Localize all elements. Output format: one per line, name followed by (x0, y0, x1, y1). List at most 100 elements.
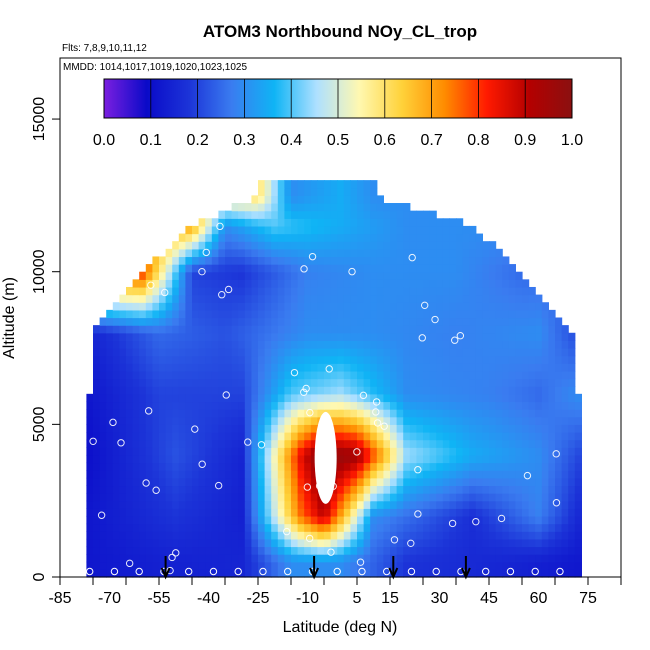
heatmap-cell (482, 286, 490, 296)
heatmap-cell (396, 225, 404, 235)
heatmap-cell (112, 393, 120, 403)
heatmap-cell (284, 462, 292, 471)
heatmap-cell (244, 569, 252, 578)
heatmap-cell (165, 515, 173, 525)
heatmap-cell (86, 393, 94, 403)
heatmap-cell (185, 332, 193, 341)
sample-point (216, 222, 224, 231)
heatmap-cell (211, 569, 219, 578)
heatmap-cell (489, 241, 497, 250)
heatmap-cell (145, 340, 153, 349)
heatmap-cell (317, 210, 325, 219)
heatmap-cell (337, 309, 345, 319)
heatmap-cell (264, 332, 272, 341)
heatmap-cell (231, 363, 239, 372)
heatmap-cell (277, 363, 285, 372)
heatmap-cell (86, 462, 94, 471)
heatmap-cell (357, 294, 365, 303)
heatmap-cell (310, 187, 318, 196)
heatmap-cell (403, 538, 411, 548)
heatmap-cell (568, 439, 576, 448)
heatmap-cell (119, 409, 127, 418)
heatmap-cell (383, 546, 391, 555)
heatmap-cell (508, 302, 516, 311)
heatmap-cell (165, 431, 173, 441)
heatmap-cell (376, 569, 384, 578)
heatmap-cell (277, 241, 285, 250)
heatmap-cell (462, 546, 470, 555)
heatmap-cell (99, 325, 107, 334)
heatmap-cell (192, 447, 200, 456)
heatmap-cell (502, 454, 510, 464)
heatmap-cell (251, 210, 259, 219)
heatmap-cell (337, 256, 345, 265)
heatmap-cell (436, 241, 444, 250)
heatmap-cell (363, 538, 371, 548)
heatmap-cell (350, 462, 358, 471)
heatmap-cell (297, 271, 305, 280)
heatmap-cell (508, 424, 516, 433)
heatmap-cell (515, 523, 523, 532)
heatmap-cell (297, 332, 305, 341)
heatmap-cell (383, 340, 391, 349)
heatmap-cell (515, 554, 523, 563)
heatmap-cell (541, 508, 549, 517)
heatmap-cell (304, 317, 312, 326)
heatmap-cell (238, 203, 246, 212)
heatmap-cell (297, 317, 305, 326)
heatmap-cell (310, 340, 318, 349)
heatmap-cell (159, 477, 167, 487)
heatmap-cell (409, 355, 417, 364)
heatmap-cell (390, 271, 398, 280)
heatmap-cell (436, 424, 444, 433)
heatmap-cell (126, 309, 134, 319)
heatmap-cell (436, 225, 444, 235)
heatmap-cell (119, 538, 127, 548)
heatmap-cell (126, 523, 134, 532)
heatmap-cell (376, 309, 384, 319)
heatmap-cell (258, 256, 266, 265)
heatmap-cell (535, 393, 543, 403)
heatmap-cell (211, 546, 219, 555)
heatmap-cell (225, 241, 233, 250)
heatmap-cell (244, 264, 252, 273)
heatmap-cell (185, 271, 193, 280)
heatmap-cell (508, 500, 516, 509)
heatmap-cell (469, 523, 477, 532)
heatmap-cell (225, 409, 233, 418)
heatmap-cell (238, 302, 246, 311)
heatmap-cell (139, 554, 147, 563)
heatmap-cell (350, 348, 358, 357)
sample-point (431, 315, 439, 324)
heatmap-cell (112, 561, 120, 570)
heatmap-cell (297, 286, 305, 296)
x-tick-label: -70 (98, 590, 121, 607)
heatmap-cell (310, 233, 318, 242)
heatmap-cell (475, 248, 483, 258)
heatmap-cell (310, 508, 318, 517)
heatmap-cell (390, 302, 398, 311)
heatmap-cell (126, 470, 134, 479)
heatmap-cell (495, 531, 503, 540)
heatmap-cell (112, 508, 120, 517)
heatmap-cell (225, 447, 233, 456)
heatmap-cell (330, 500, 338, 509)
heatmap-cell (106, 554, 114, 563)
heatmap-cell (231, 264, 239, 273)
heatmap-cell (324, 355, 332, 364)
heatmap-cell (99, 401, 107, 410)
heatmap-cell (495, 248, 503, 258)
heatmap-cell (337, 523, 345, 532)
heatmap-cell (264, 294, 272, 303)
heatmap-cell (363, 332, 371, 341)
heatmap-cell (409, 462, 417, 471)
heatmap-cell (475, 348, 483, 357)
heatmap-cell (145, 370, 153, 380)
heatmap-cell (93, 493, 101, 502)
heatmap-cell (475, 523, 483, 532)
heatmap-cell (568, 355, 576, 364)
heatmap-cell (297, 401, 305, 410)
heatmap-cell (93, 454, 101, 464)
heatmap-cell (304, 493, 312, 502)
heatmap-cell (555, 340, 563, 349)
